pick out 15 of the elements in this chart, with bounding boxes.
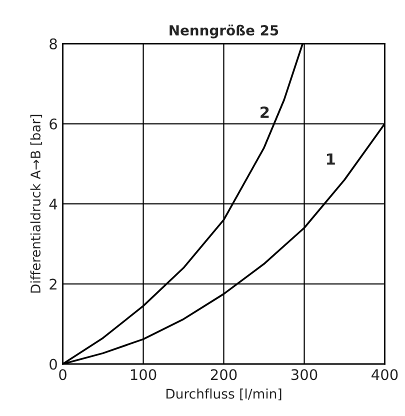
series-label: 2 [260, 106, 269, 118]
x-axis-title: Durchfluss [l/min] [166, 388, 282, 400]
y-axis-title: Differentialdruck A→B [bar] [30, 114, 42, 293]
y-tick-label: 6 [50, 118, 57, 130]
y-tick-label: 4 [49, 198, 58, 210]
y-tick-label: 0 [50, 358, 57, 370]
x-tick-label: 100 [130, 369, 156, 380]
x-tick-label: 0 [59, 369, 66, 380]
y-tick-label: 2 [50, 278, 56, 290]
x-tick-label: 200 [210, 369, 237, 380]
chart-title: Nenngröße 25 [170, 24, 278, 38]
x-tick-label: 300 [291, 369, 318, 380]
y-tick-label: 8 [50, 38, 57, 50]
series-label: 1 [327, 153, 335, 165]
x-tick-label: 400 [372, 369, 398, 380]
